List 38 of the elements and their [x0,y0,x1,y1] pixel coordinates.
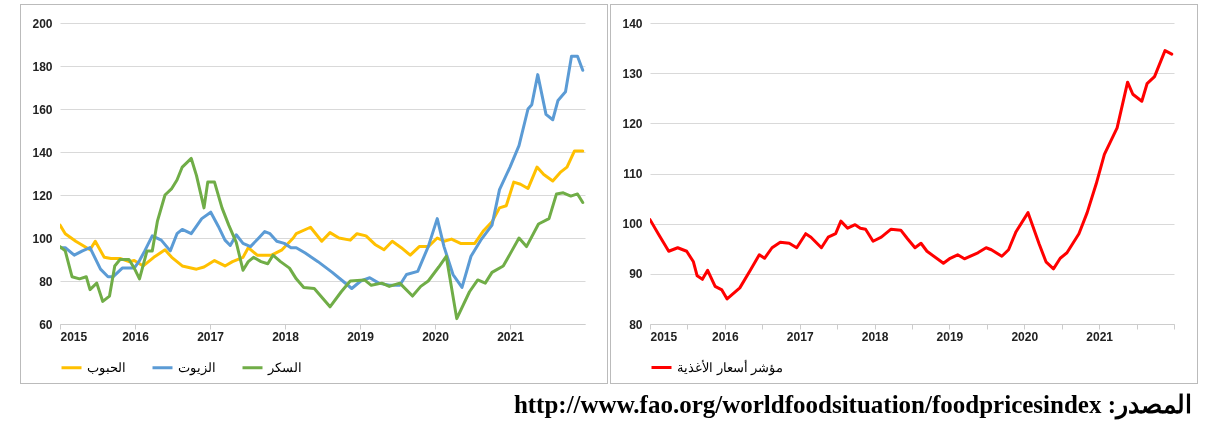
y-tick-label: 140 [32,145,53,160]
y-tick-label: 200 [32,16,53,31]
x-tick-label: 2015 [650,329,678,344]
y-tick-label: 120 [32,188,53,203]
x-tick-label: 2016 [712,329,740,344]
x-tick-label: 2021 [497,329,525,344]
y-tick-label: 120 [622,116,643,131]
y-tick-label: 100 [32,231,53,246]
legend-label: الزيوت [178,359,216,376]
y-tick-label: 80 [39,274,53,289]
x-tick-label: 2019 [347,329,375,344]
line-series [650,49,1174,301]
line-series [60,149,585,271]
legend-label: السكر [267,359,302,376]
line-series [60,54,585,291]
x-tick-label: 2018 [861,329,889,344]
x-tick-label: 2015 [60,329,88,344]
x-tick-label: 2019 [936,329,964,344]
x-tick-label: 2021 [1086,329,1114,344]
y-tick-label: 100 [622,217,643,232]
y-tick-label: 160 [32,102,53,117]
y-tick-label: 90 [629,267,643,282]
text: المصدر: http://www.fao.org/worldfoodsituation/foodpricesindex [512,390,1192,419]
y-tick-label: 80 [629,317,643,332]
y-tick-label: 130 [622,66,643,81]
x-tick-label: 2017 [786,329,814,344]
y-tick-label: 60 [39,317,53,332]
x-tick-label: 2016 [122,329,150,344]
y-tick-label: 140 [622,16,643,31]
legend-label: مؤشر أسعار الأغذية [677,358,784,376]
x-tick-label: 2018 [272,329,300,344]
line-series [60,156,585,321]
x-tick-label: 2020 [1011,329,1039,344]
x-tick-label: 2020 [422,329,450,344]
y-tick-label: 110 [623,167,643,181]
x-tick-label: 2017 [197,329,225,344]
legend-label: الحبوب [87,359,126,376]
y-tick-label: 180 [32,59,53,74]
